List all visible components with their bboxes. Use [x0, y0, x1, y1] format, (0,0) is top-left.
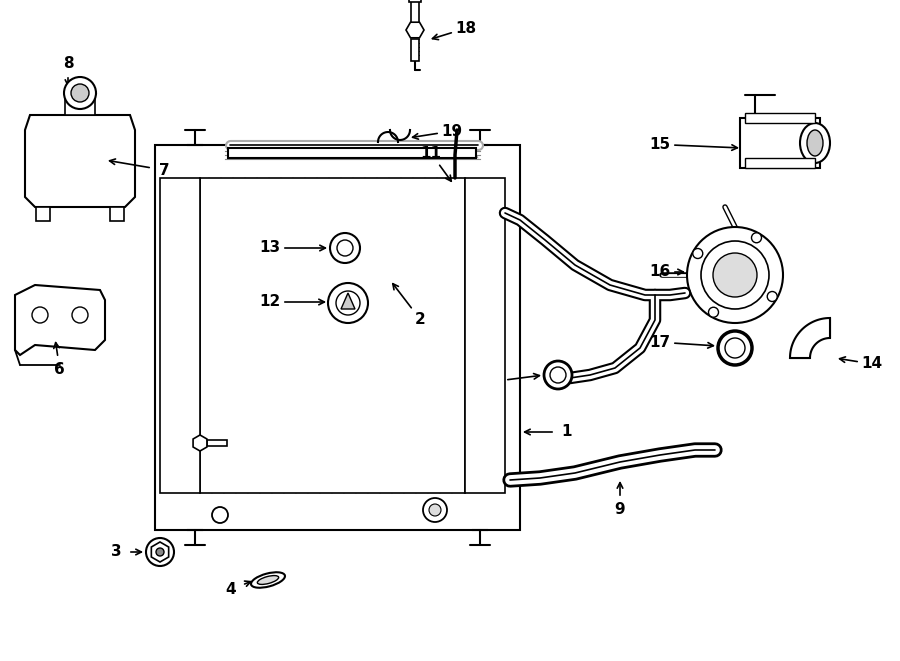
Ellipse shape	[251, 572, 285, 588]
Bar	[409, 0, 421, 2]
Circle shape	[337, 240, 353, 256]
Text: 11: 11	[420, 146, 441, 161]
Polygon shape	[790, 318, 830, 358]
Text: 8: 8	[63, 56, 73, 71]
Bar	[745, 113, 815, 123]
Bar	[200, 178, 465, 493]
Ellipse shape	[257, 576, 279, 584]
Bar	[160, 178, 200, 493]
Bar	[740, 118, 820, 168]
Text: 12: 12	[259, 295, 281, 309]
Text: 17: 17	[650, 334, 670, 350]
Circle shape	[72, 307, 88, 323]
Circle shape	[752, 233, 761, 243]
Ellipse shape	[807, 130, 823, 156]
Bar	[36, 207, 50, 221]
Circle shape	[687, 227, 783, 323]
Bar	[155, 145, 520, 530]
Circle shape	[725, 338, 745, 358]
Circle shape	[713, 253, 757, 297]
Text: 5: 5	[159, 434, 170, 449]
Bar	[65, 93, 95, 115]
Circle shape	[550, 367, 566, 383]
Text: 15: 15	[650, 137, 670, 152]
Bar	[411, 39, 419, 61]
Text: 3: 3	[111, 545, 122, 559]
Polygon shape	[15, 285, 105, 355]
Polygon shape	[194, 435, 207, 451]
Text: 6: 6	[54, 362, 65, 377]
Polygon shape	[151, 542, 168, 562]
Ellipse shape	[800, 123, 830, 163]
Polygon shape	[25, 115, 135, 207]
Circle shape	[336, 291, 360, 315]
Text: 9: 9	[615, 502, 626, 518]
Circle shape	[32, 307, 48, 323]
Text: 4: 4	[226, 582, 236, 597]
Circle shape	[330, 233, 360, 263]
Circle shape	[156, 548, 164, 556]
Bar	[110, 207, 124, 221]
Polygon shape	[228, 148, 476, 158]
Circle shape	[708, 307, 718, 317]
Circle shape	[718, 331, 752, 365]
Circle shape	[544, 361, 572, 389]
Circle shape	[328, 283, 368, 323]
Circle shape	[693, 249, 703, 258]
Text: 13: 13	[259, 241, 281, 256]
Circle shape	[71, 84, 89, 102]
Bar	[465, 178, 505, 493]
Text: 1: 1	[562, 424, 572, 440]
Polygon shape	[341, 293, 355, 309]
Text: 10: 10	[482, 374, 504, 389]
Text: 18: 18	[454, 21, 476, 36]
Bar	[745, 158, 815, 168]
Circle shape	[767, 292, 778, 301]
Bar	[207, 440, 227, 446]
Circle shape	[423, 498, 447, 522]
Circle shape	[212, 507, 228, 523]
Circle shape	[146, 538, 174, 566]
Text: 16: 16	[650, 264, 670, 280]
Bar	[411, 0, 419, 28]
Text: 14: 14	[861, 356, 882, 371]
Circle shape	[64, 77, 96, 109]
Text: 2: 2	[415, 312, 426, 327]
Circle shape	[701, 241, 769, 309]
Text: 7: 7	[158, 163, 169, 178]
Polygon shape	[406, 22, 424, 38]
Text: 19: 19	[441, 124, 463, 139]
Circle shape	[429, 504, 441, 516]
